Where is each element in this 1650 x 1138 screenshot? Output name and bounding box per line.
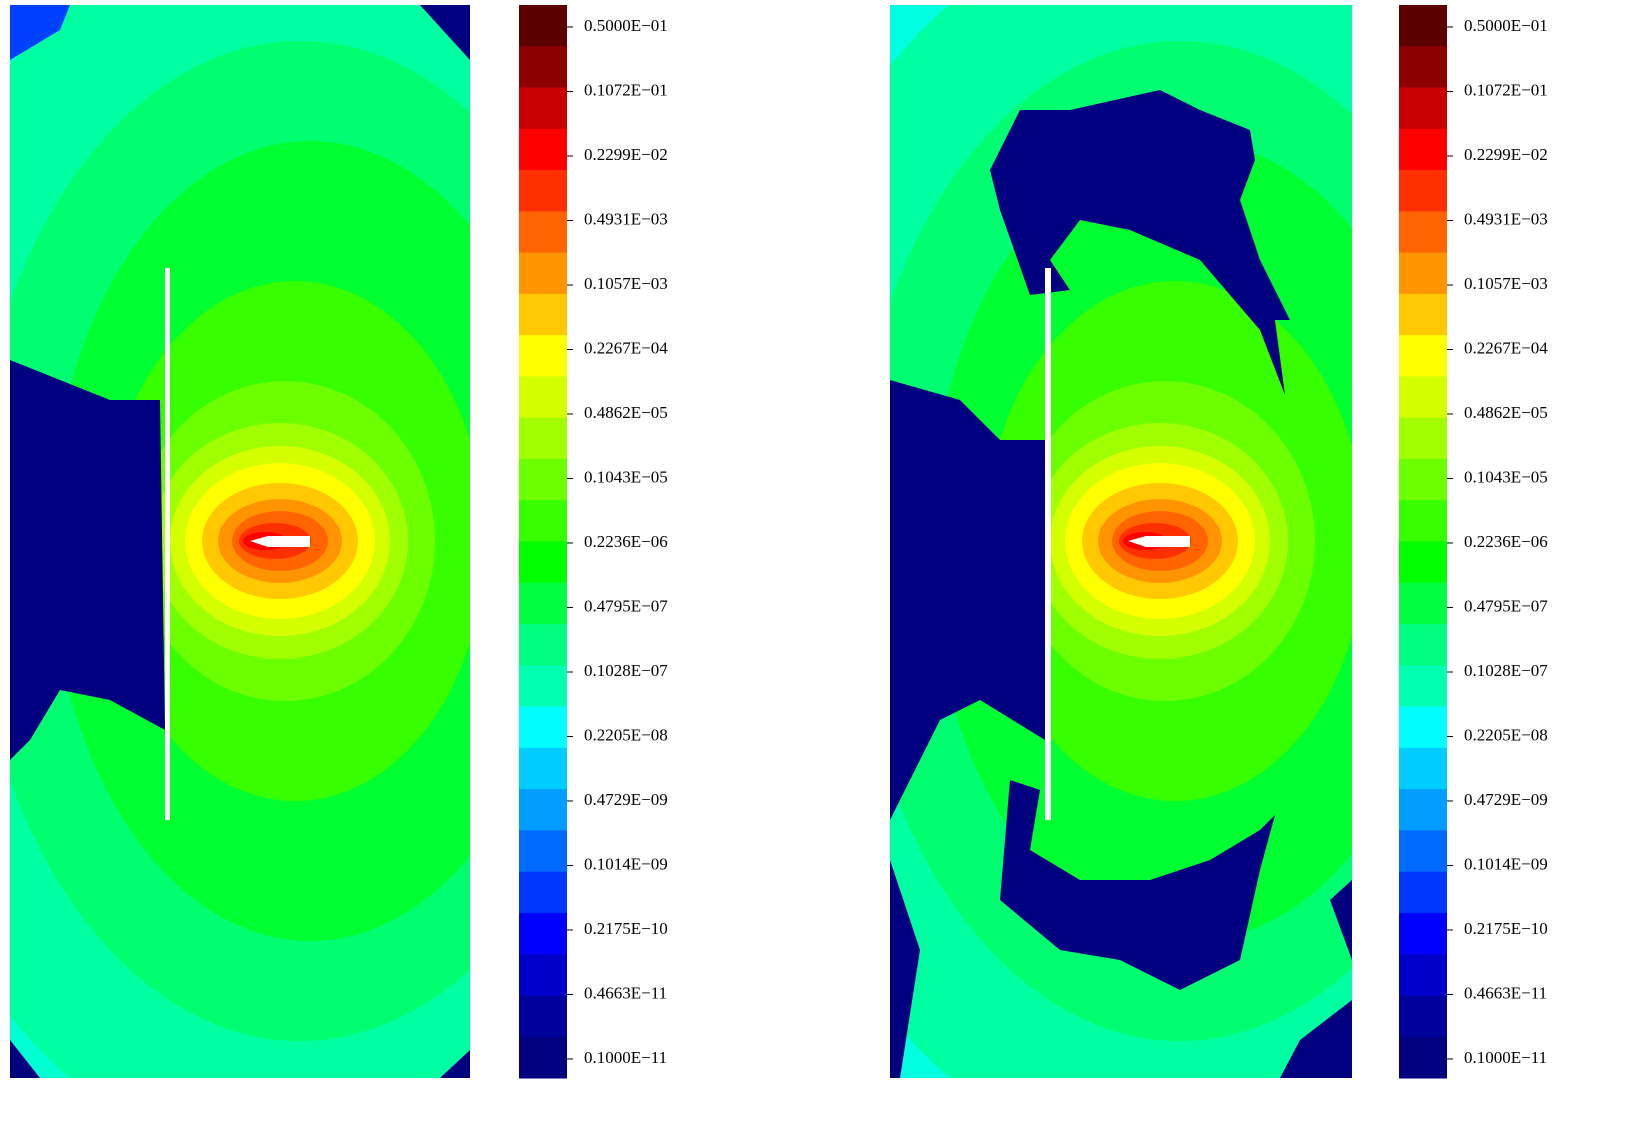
colorbar-band <box>519 211 567 254</box>
colorbar-band <box>1399 46 1447 89</box>
colorbar-band <box>519 252 567 295</box>
colorbar-band <box>519 417 567 460</box>
colorbar-band <box>1399 5 1447 47</box>
colorbar-tick-label: 0.2267E−04 <box>1464 338 1548 357</box>
colorbar-band <box>1399 665 1447 708</box>
colorbar-tick-label: 0.1057E−03 <box>1464 274 1548 293</box>
colorbar-tick-label: 0.1000E−11 <box>1464 1048 1547 1067</box>
colorbar-band <box>519 293 567 336</box>
colorbar-band <box>519 458 567 501</box>
colorbar-band <box>1399 335 1447 377</box>
colorbar-band <box>519 665 567 708</box>
colorbar-band <box>519 830 567 873</box>
colorbar-tick-label: 0.4862E−05 <box>584 403 668 422</box>
colorbar-band <box>519 1036 567 1079</box>
colorbar-band <box>519 5 567 47</box>
colorbar-band <box>519 541 567 584</box>
colorbar-band <box>519 912 567 955</box>
colorbar-band <box>1399 376 1447 419</box>
colorbar-band <box>1399 747 1447 790</box>
colorbar-band <box>519 500 567 542</box>
colorbar-tick-label: 0.2205E−08 <box>584 725 668 744</box>
colorbar-tick-label: 0.1028E−07 <box>1464 661 1548 680</box>
colorbar-tick-label: 0.4931E−03 <box>1464 209 1548 228</box>
colorbar-tick-label: 0.1014E−09 <box>1464 854 1548 873</box>
colorbar-band <box>1399 170 1447 212</box>
colorbar-tick-label: 0.1028E−07 <box>584 661 668 680</box>
colorbar-tick-label: 0.2267E−04 <box>584 338 668 357</box>
field-left <box>10 5 470 1078</box>
colorbar-band <box>1399 871 1447 914</box>
colorbar-band <box>1399 624 1447 666</box>
colorbar-tick-label: 0.2175E−10 <box>1464 919 1548 938</box>
colorbar-tick-label: 0.1000E−11 <box>584 1048 667 1067</box>
colorbar-band <box>519 624 567 666</box>
colorbar-tick-label: 0.2299E−02 <box>1464 145 1548 164</box>
colorbar-tick-label: 0.1072E−01 <box>1464 80 1548 99</box>
colorbar-tick-label: 0.5000E−01 <box>1464 16 1548 35</box>
colorbar-tick-label: 0.2236E−06 <box>1464 532 1548 551</box>
colorbar-band <box>1399 500 1447 542</box>
field-right <box>890 5 1352 1078</box>
colorbar-band <box>1399 252 1447 295</box>
colorbar-band <box>1399 582 1447 625</box>
colorbar-band <box>1399 87 1447 130</box>
colorbar-band <box>1399 128 1447 171</box>
colorbar-tick-label: 0.4663E−11 <box>1464 983 1547 1002</box>
colorbar-band <box>1399 293 1447 336</box>
colorbar-tick-label: 0.4795E−07 <box>584 596 668 615</box>
colorbar-band <box>1399 1036 1447 1079</box>
colorbar-tick-label: 0.1014E−09 <box>584 854 668 873</box>
colorbar-band <box>519 995 567 1038</box>
colorbar-band <box>519 582 567 625</box>
colorbar-band <box>1399 912 1447 955</box>
colorbar-tick-label: 0.2299E−02 <box>584 145 668 164</box>
colorbar-band <box>519 954 567 996</box>
colorbar-band <box>519 335 567 377</box>
colorbar-band <box>1399 706 1447 749</box>
colorbar-tick-label: 0.1072E−01 <box>584 80 668 99</box>
colorbar-tick-label: 0.2236E−06 <box>584 532 668 551</box>
colorbar-tick-label: 0.4729E−09 <box>1464 790 1548 809</box>
colorbar-band <box>519 747 567 790</box>
colorbar-band <box>519 170 567 212</box>
colorbar-band <box>1399 417 1447 460</box>
colorbar-tick-label: 0.4931E−03 <box>584 209 668 228</box>
colorbar-tick-label: 0.4795E−07 <box>1464 596 1548 615</box>
colorbar-band <box>519 46 567 89</box>
colorbar-band <box>1399 995 1447 1038</box>
colorbar-band <box>519 128 567 171</box>
colorbar-band <box>1399 541 1447 584</box>
colorbar-tick-label: 0.1043E−05 <box>1464 467 1548 486</box>
colorbar-band <box>1399 211 1447 254</box>
colorbar-band <box>1399 789 1447 831</box>
colorbar-band <box>519 706 567 749</box>
colorbar-band <box>519 789 567 831</box>
colorbar-tick-label: 0.4862E−05 <box>1464 403 1548 422</box>
colorbar-tick-label: 0.1057E−03 <box>584 274 668 293</box>
colorbar-band <box>1399 954 1447 996</box>
colorbar-tick-label: 0.2175E−10 <box>584 919 668 938</box>
colorbar-band <box>519 376 567 419</box>
colorbar-tick-label: 0.2205E−08 <box>1464 725 1548 744</box>
colorbar-band <box>1399 458 1447 501</box>
colorbar-tick-label: 0.4663E−11 <box>584 983 667 1002</box>
colorbar-tick-label: 0.1043E−05 <box>584 467 668 486</box>
colorbar-band <box>519 871 567 914</box>
colorbar-band <box>519 87 567 130</box>
colorbar-tick-label: 0.5000E−01 <box>584 16 668 35</box>
colorbar-band <box>1399 830 1447 873</box>
colorbar-tick-label: 0.4729E−09 <box>584 790 668 809</box>
